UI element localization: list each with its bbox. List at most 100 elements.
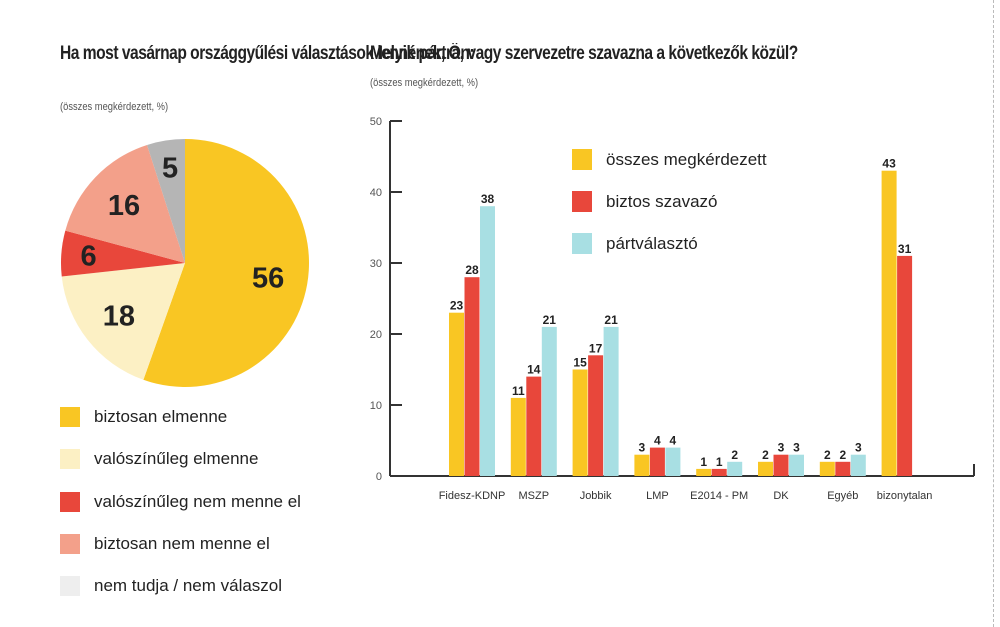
legend-swatch <box>60 491 80 512</box>
bar <box>603 326 619 476</box>
x-tick-label: DK <box>773 490 789 502</box>
bar-value-label: 1 <box>716 455 723 469</box>
x-tick-label: MSZP <box>519 490 550 502</box>
pie-slice <box>61 263 185 380</box>
bar-value-label: 3 <box>793 441 800 455</box>
pie-slice <box>61 230 185 277</box>
bar-value-label: 11 <box>512 384 525 398</box>
bar <box>526 376 542 476</box>
bar-value-label: 21 <box>604 313 618 327</box>
bar-subtitle: (összes megkérdezett, %) <box>370 77 479 89</box>
legend-swatch <box>572 191 592 212</box>
bar-value-label: 14 <box>527 363 541 377</box>
bar-value-label: 31 <box>898 242 912 256</box>
bar <box>480 206 495 476</box>
pie-slice-label: 56 <box>252 262 284 294</box>
bar-value-label: 38 <box>481 192 495 206</box>
bar <box>649 447 665 476</box>
pie-legend-item: valószínűleg elmenne <box>60 449 259 470</box>
page-border <box>993 0 994 627</box>
legend-label: valószínűleg nem menne el <box>94 491 301 511</box>
bar-value-label: 3 <box>855 441 862 455</box>
bar-value-label: 43 <box>882 157 896 171</box>
pie-slice <box>143 139 310 387</box>
legend-label: valószínűleg elmenne <box>94 449 259 469</box>
legend-label: pártválasztó <box>606 233 698 253</box>
bar-value-label: 2 <box>839 448 846 462</box>
pie-chart: 56 186 16 5 <box>61 139 310 387</box>
pie-slice-label: 6 <box>81 240 97 272</box>
bar <box>588 355 604 476</box>
y-tick-label: 40 <box>370 187 382 199</box>
bar-value-label: 3 <box>778 441 785 455</box>
pie-legend-item: valószínűleg nem menne el <box>60 491 301 512</box>
bar-value-label: 2 <box>824 448 831 462</box>
bar-value-label: 2 <box>731 448 738 462</box>
legend-swatch <box>572 149 592 170</box>
bar <box>819 461 835 476</box>
pie-legend-item: biztosan nem menne el <box>60 533 270 554</box>
bar-value-label: 3 <box>639 441 646 455</box>
pie-slice-label: 18 <box>103 300 135 332</box>
bar-value-label: 4 <box>670 434 677 448</box>
x-tick-label: bizonytalan <box>877 490 933 502</box>
bar <box>850 454 866 476</box>
bar <box>634 454 650 476</box>
pie-slice <box>147 139 185 263</box>
bar <box>541 326 557 476</box>
pie-slice-label: 5 <box>162 152 178 184</box>
x-tick-label: Fidesz-KDNP <box>439 490 506 502</box>
bar <box>789 454 804 476</box>
bar <box>881 170 897 476</box>
bar <box>897 255 913 476</box>
pie-legend-item: biztosan elmenne <box>60 407 227 427</box>
x-tick-label: E2014 - PM <box>690 490 748 502</box>
bar <box>758 461 773 476</box>
bar <box>665 447 681 476</box>
bar-legend-item: összes megkérdezett <box>572 149 767 170</box>
bar-chart: 01020304050232838Fidesz-KDNP111421MSZP15… <box>370 116 975 502</box>
legend-swatch <box>572 233 592 254</box>
legend-label: biztos szavazó <box>606 191 718 211</box>
bar-value-label: 21 <box>543 313 557 327</box>
bar <box>696 468 712 476</box>
legend-label: biztosan elmenne <box>94 407 228 426</box>
pie-slice-label: 16 <box>108 190 140 222</box>
bar-value-label: 28 <box>465 263 479 277</box>
x-tick-label: LMP <box>646 490 669 502</box>
y-tick-label: 20 <box>370 329 382 341</box>
x-tick-label: Jobbik <box>580 490 612 502</box>
bar-value-label: 1 <box>700 455 707 469</box>
bar-value-label: 17 <box>589 341 603 355</box>
bar-value-label: 4 <box>654 434 661 448</box>
legend-swatch <box>60 449 80 470</box>
legend-label: nem tudja / nem válaszol <box>94 576 283 596</box>
bar <box>510 397 526 476</box>
bar <box>727 461 743 476</box>
x-tick-label: Egyéb <box>827 490 858 502</box>
legend-label: összes megkérdezett <box>606 149 767 169</box>
legend-swatch <box>60 576 80 597</box>
bar <box>572 369 588 476</box>
bar-value-label: 2 <box>762 448 769 462</box>
bar <box>711 468 727 476</box>
bar-value-label: 15 <box>573 356 587 370</box>
y-tick-label: 10 <box>370 400 382 412</box>
bar <box>449 312 464 476</box>
bar-legend-item: pártválasztó <box>572 233 698 254</box>
pie-subtitle: (összes megkérdezett, %) <box>60 101 169 113</box>
pie-legend-item: nem tudja / nem válaszol <box>60 576 283 597</box>
y-tick-label: 30 <box>370 258 382 270</box>
bar-value-label: 23 <box>450 299 464 313</box>
y-tick-label: 0 <box>376 471 382 483</box>
bar-title: Melyik pártra, vagy szervezetre szavazna… <box>370 43 798 64</box>
legend-swatch <box>60 533 80 554</box>
pie-title: Ha most vasárnap országgyűlési választás… <box>60 43 475 64</box>
bar <box>835 461 851 476</box>
bar <box>464 277 480 476</box>
pie-slice <box>65 144 185 263</box>
y-tick-label: 50 <box>370 116 382 128</box>
legend-swatch <box>60 407 80 427</box>
bar-legend-item: biztos szavazó <box>572 191 718 212</box>
legend-label: biztosan nem menne el <box>94 533 270 553</box>
